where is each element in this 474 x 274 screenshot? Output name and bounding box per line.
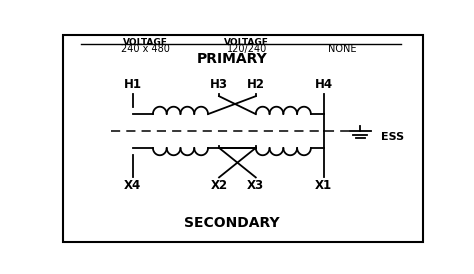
Text: ESS: ESS xyxy=(381,132,404,142)
Text: H3: H3 xyxy=(210,78,228,91)
Text: H2: H2 xyxy=(247,78,265,91)
Text: H4: H4 xyxy=(315,78,333,91)
Text: 120/240: 120/240 xyxy=(227,44,267,54)
Text: 240 x 480: 240 x 480 xyxy=(121,44,170,54)
Text: SECONDARY: SECONDARY xyxy=(184,216,280,230)
Text: NONE: NONE xyxy=(328,44,356,54)
Text: X2: X2 xyxy=(210,179,228,192)
Text: VOLTAGE: VOLTAGE xyxy=(224,38,269,47)
Text: PRIMARY: PRIMARY xyxy=(197,52,267,66)
Text: X4: X4 xyxy=(124,179,141,192)
Text: X1: X1 xyxy=(315,179,332,192)
Text: VOLTAGE: VOLTAGE xyxy=(123,38,168,47)
FancyBboxPatch shape xyxy=(63,35,423,242)
Text: H1: H1 xyxy=(124,78,142,91)
Text: X3: X3 xyxy=(247,179,264,192)
